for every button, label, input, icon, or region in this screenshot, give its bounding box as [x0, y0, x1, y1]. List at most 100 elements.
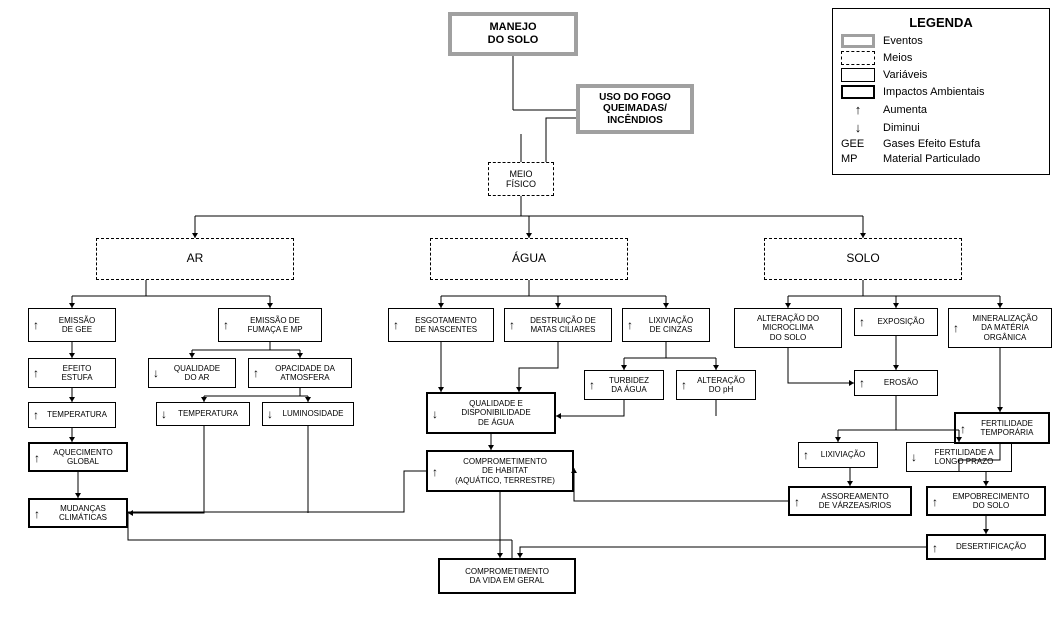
node-label: AR — [101, 252, 289, 266]
legend-row: Eventos — [841, 34, 1041, 48]
node-label: DESTRUIÇÃO DEMATAS CILIARES — [509, 316, 607, 334]
node-n10: ↑AQUECIMENTOGLOBAL — [28, 442, 128, 472]
arrow-down-icon: ↓ — [153, 367, 159, 379]
arrow-up-icon: ↑ — [681, 379, 687, 391]
node-label: ESGOTAMENTODE NASCENTES — [393, 316, 489, 334]
node-n4: AR — [96, 238, 294, 280]
arrow-up-icon: ↑ — [932, 542, 938, 554]
arrow-up-icon: ↑ — [803, 449, 809, 461]
node-n32: ↑ASSOREAMENTODE VÁRZEAS/RIOS — [788, 486, 912, 516]
node-n13: ↓QUALIDADEDO AR — [148, 358, 236, 388]
arrow-down-icon: ↓ — [432, 408, 438, 420]
node-label: EXPOSIÇÃO — [859, 317, 933, 326]
arrow-up-icon: ↑ — [932, 496, 938, 508]
node-n15: ↓TEMPERATURA — [156, 402, 250, 426]
node-n5: ÁGUA — [430, 238, 628, 280]
arrow-up-icon: ↑ — [627, 319, 633, 331]
node-label: MUDANÇASCLIMÁTICAS — [34, 504, 122, 522]
node-label: MEIOFÍSICO — [493, 169, 549, 190]
arrow-up-icon: ↑ — [34, 452, 40, 464]
node-label: QUALIDADE EDISPONIBILIDADEDE ÁGUA — [432, 399, 550, 427]
arrow-up-icon: ↑ — [794, 496, 800, 508]
node-n29: ↑FERTILIDADETEMPORÁRIA — [954, 412, 1050, 444]
arrow-up-icon: ↑ — [509, 319, 515, 331]
arrow-down-icon: ↓ — [911, 451, 917, 463]
arrow-up-icon: ↑ — [223, 319, 229, 331]
legend-row: GEEGases Efeito Estufa — [841, 138, 1041, 150]
legend-row: Meios — [841, 51, 1041, 65]
node-label: AQUECIMENTOGLOBAL — [34, 448, 122, 466]
legend-row: Impactos Ambientais — [841, 85, 1041, 99]
arrow-up-icon: ↑ — [960, 423, 966, 435]
arrow-up-icon: ↑ — [33, 409, 39, 421]
node-label: DESERTIFICAÇÃO — [932, 542, 1040, 551]
node-n22: ↓QUALIDADE EDISPONIBILIDADEDE ÁGUA — [426, 392, 556, 434]
node-label: ÁGUA — [435, 252, 623, 266]
node-label: COMPROMETIMENTODA VIDA EM GERAL — [444, 567, 570, 585]
node-n34: ↑DESERTIFICAÇÃO — [926, 534, 1046, 560]
node-n25: ALTERAÇÃO DOMICROCLIMADO SOLO — [734, 308, 842, 348]
node-n17: ↑ESGOTAMENTODE NASCENTES — [388, 308, 494, 342]
node-n19: ↑LIXIVIAÇÃODE CINZAS — [622, 308, 710, 342]
arrow-up-icon: ↑ — [33, 319, 39, 331]
node-label: EFEITOESTUFA — [33, 364, 111, 382]
arrow-up-icon: ↑ — [589, 379, 595, 391]
node-n9: ↑TEMPERATURA — [28, 402, 116, 428]
legend: LEGENDA Eventos Meios Variáveis Impactos Am… — [832, 8, 1050, 175]
node-n8: ↑EFEITOESTUFA — [28, 358, 116, 388]
node-n18: ↑DESTRUIÇÃO DEMATAS CILIARES — [504, 308, 612, 342]
node-n23: ↑COMPROMETIMENTODE HABITAT(AQUÁTICO, TER… — [426, 450, 574, 492]
arrow-up-icon: ↑ — [859, 316, 865, 328]
node-label: EMISSÃODE GEE — [33, 316, 111, 334]
node-n21: ↑ALTERAÇÃODO pH — [676, 370, 756, 400]
node-n12: ↑EMISSÃO DEFUMAÇA E MP — [218, 308, 322, 342]
node-label: ALTERAÇÃO DOMICROCLIMADO SOLO — [739, 314, 837, 342]
arrow-down-icon: ↓ — [267, 408, 273, 420]
node-label: COMPROMETIMENTODE HABITAT(AQUÁTICO, TERR… — [432, 457, 568, 485]
node-n30: ↑LIXIVIAÇÃO — [798, 442, 878, 468]
arrow-up-icon: ↑ — [859, 377, 865, 389]
node-label: TEMPERATURA — [161, 409, 245, 418]
node-label: EMISSÃO DEFUMAÇA E MP — [223, 316, 317, 334]
node-n28: ↑EROSÃO — [854, 370, 938, 396]
node-label: OPACIDADE DAATMOSFERA — [253, 364, 347, 382]
node-label: MINERALIZAÇÃODA MATÉRIAORGÂNICA — [953, 314, 1047, 342]
node-label: TURBIDEZDA ÁGUA — [589, 376, 659, 394]
node-n7: ↑EMISSÃODE GEE — [28, 308, 116, 342]
node-label: QUALIDADEDO AR — [153, 364, 231, 382]
node-label: USO DO FOGOQUEIMADAS/INCÊNDIOS — [584, 92, 686, 127]
diagram-canvas: { "canvas": { "w": 1060, "h": 641, "bg":… — [0, 0, 1060, 641]
node-n6: SOLO — [764, 238, 962, 280]
node-n11: ↑MUDANÇASCLIMÁTICAS — [28, 498, 128, 528]
node-n27: ↑MINERALIZAÇÃODA MATÉRIAORGÂNICA — [948, 308, 1052, 348]
arrow-up-icon: ↑ — [34, 508, 40, 520]
node-label: LIXIVIAÇÃODE CINZAS — [627, 316, 705, 334]
node-label: SOLO — [769, 252, 957, 266]
node-n14: ↑OPACIDADE DAATMOSFERA — [248, 358, 352, 388]
node-label: ALTERAÇÃODO pH — [681, 376, 751, 394]
node-n20: ↑TURBIDEZDA ÁGUA — [584, 370, 664, 400]
arrow-up-icon: ↑ — [393, 319, 399, 331]
arrow-up-icon: ↑ — [253, 367, 259, 379]
node-n31: ↓FERTILIDADE ALONGO PRAZO — [906, 442, 1012, 472]
arrow-down-icon: ↓ — [161, 408, 167, 420]
node-n16: ↓LUMINOSIDADE — [262, 402, 354, 426]
node-label: FERTILIDADE ALONGO PRAZO — [911, 448, 1007, 466]
node-label: FERTILIDADETEMPORÁRIA — [960, 419, 1044, 437]
node-label: MANEJODO SOLO — [456, 21, 570, 46]
node-n3: MEIOFÍSICO — [488, 162, 554, 196]
node-n26: ↑EXPOSIÇÃO — [854, 308, 938, 336]
arrow-up-icon: ↑ — [432, 466, 438, 478]
legend-title: LEGENDA — [841, 15, 1041, 30]
node-n24: COMPROMETIMENTODA VIDA EM GERAL — [438, 558, 576, 594]
arrow-up-icon: ↑ — [953, 322, 959, 334]
legend-row: ↓Diminui — [841, 120, 1041, 135]
legend-rows: Eventos Meios Variáveis Impactos Ambientais… — [841, 34, 1041, 165]
node-label: LIXIVIAÇÃO — [803, 450, 873, 459]
node-label: LUMINOSIDADE — [267, 409, 349, 418]
legend-row: ↑Aumenta — [841, 102, 1041, 117]
legend-row: Variáveis — [841, 68, 1041, 82]
legend-row: MPMaterial Particulado — [841, 153, 1041, 165]
arrow-up-icon: ↑ — [33, 367, 39, 379]
node-label: TEMPERATURA — [33, 410, 111, 419]
